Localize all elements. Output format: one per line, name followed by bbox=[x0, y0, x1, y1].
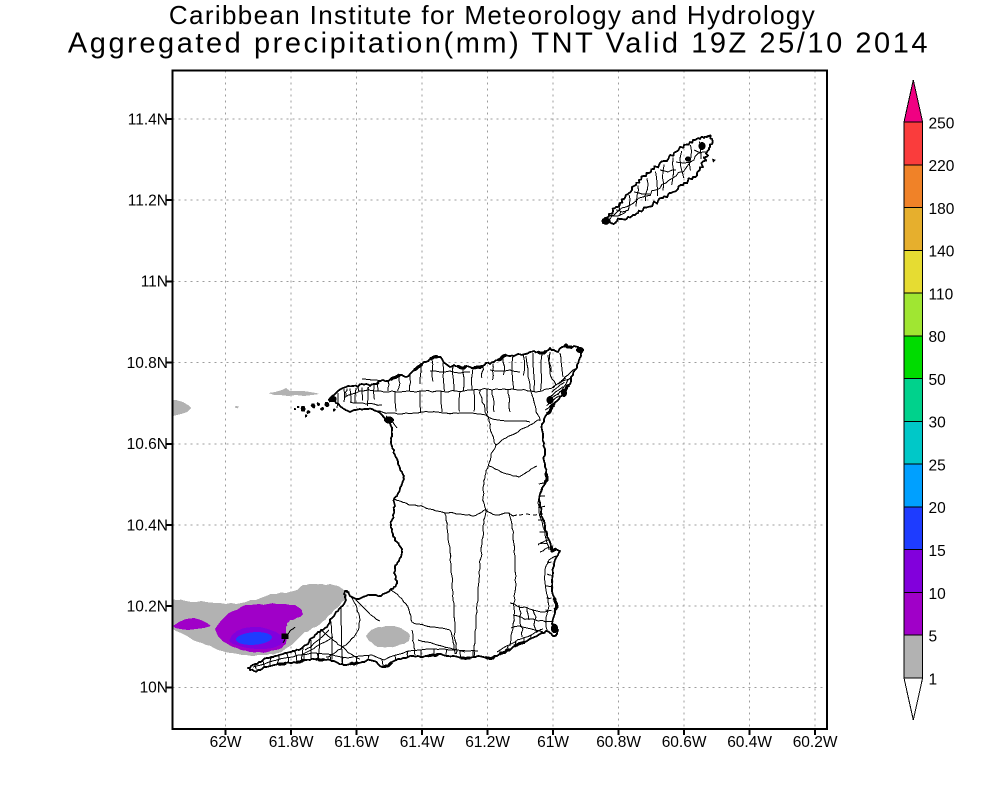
svg-text:Caribbean Institute for Meteor: Caribbean Institute for Meteorology and … bbox=[169, 0, 816, 30]
svg-text:11.2N: 11.2N bbox=[128, 193, 168, 210]
svg-text:60.4W: 60.4W bbox=[727, 734, 772, 751]
svg-text:1: 1 bbox=[929, 671, 938, 688]
svg-text:61.8W: 61.8W bbox=[269, 734, 314, 751]
svg-text:10: 10 bbox=[929, 586, 947, 603]
svg-text:50: 50 bbox=[929, 372, 947, 389]
svg-text:10.8N: 10.8N bbox=[127, 355, 168, 372]
svg-text:11.4N: 11.4N bbox=[128, 111, 168, 128]
svg-text:15: 15 bbox=[929, 543, 946, 560]
svg-text:60.2W: 60.2W bbox=[793, 734, 838, 751]
svg-text:60.8W: 60.8W bbox=[596, 734, 641, 751]
svg-text:61.6W: 61.6W bbox=[334, 734, 379, 751]
svg-text:61.4W: 61.4W bbox=[400, 734, 445, 751]
svg-text:30: 30 bbox=[929, 415, 947, 432]
svg-text:20: 20 bbox=[929, 500, 947, 517]
svg-text:10.2N: 10.2N bbox=[127, 599, 168, 616]
svg-text:25: 25 bbox=[929, 458, 946, 475]
svg-text:250: 250 bbox=[929, 115, 955, 132]
svg-text:61W: 61W bbox=[537, 734, 569, 751]
svg-text:Aggregated precipitation(mm) T: Aggregated precipitation(mm) TNT Valid 1… bbox=[68, 28, 930, 60]
svg-text:10.6N: 10.6N bbox=[127, 436, 168, 453]
svg-text:11N: 11N bbox=[141, 274, 168, 291]
svg-text:62W: 62W bbox=[210, 734, 242, 751]
svg-text:220: 220 bbox=[929, 158, 955, 175]
svg-text:180: 180 bbox=[929, 201, 955, 218]
svg-text:10.4N: 10.4N bbox=[127, 517, 168, 534]
svg-text:80: 80 bbox=[929, 329, 947, 346]
svg-text:60.6W: 60.6W bbox=[662, 734, 707, 751]
svg-text:110: 110 bbox=[929, 286, 954, 303]
svg-text:5: 5 bbox=[929, 629, 938, 646]
svg-text:61.2W: 61.2W bbox=[465, 734, 510, 751]
svg-text:140: 140 bbox=[929, 244, 955, 261]
svg-text:10N: 10N bbox=[140, 680, 168, 697]
